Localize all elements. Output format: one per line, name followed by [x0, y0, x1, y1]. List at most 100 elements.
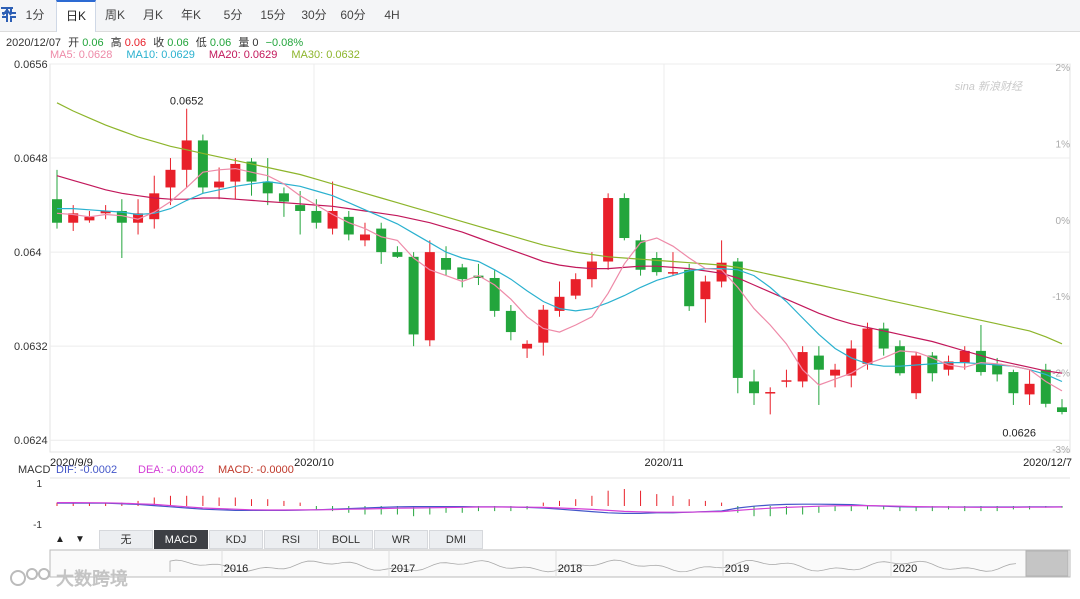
scroll-up-arrow[interactable]: ▲	[55, 534, 65, 545]
candle-body	[278, 193, 289, 202]
candle-body	[1057, 407, 1067, 413]
date-label: 2020/9/9	[50, 457, 93, 469]
ma-legend-item: MA10: 0.0629	[126, 49, 195, 61]
low-label: 低	[195, 37, 207, 49]
tab-7[interactable]: 30分	[301, 8, 327, 22]
candle-body	[992, 363, 1003, 375]
percent-tick-label: -3%	[1052, 445, 1070, 456]
candle-body	[327, 210, 338, 229]
indicator-tab-wr[interactable]: WR	[374, 530, 428, 549]
price-tick-label: 0.064	[14, 247, 42, 259]
tab-0[interactable]: 1分	[25, 8, 45, 22]
candle-body	[813, 355, 824, 370]
tab-6[interactable]: 15分	[260, 8, 286, 22]
percent-tick-label: 1%	[1056, 139, 1071, 150]
tab-4[interactable]: 年K	[180, 8, 201, 22]
candle-body	[489, 277, 500, 311]
candle-body	[830, 369, 841, 376]
high-value: 0.06	[124, 37, 147, 49]
price-tick-label: 0.0648	[14, 153, 48, 165]
price-tick-label: 0.0632	[14, 341, 48, 353]
high-label: 高	[110, 37, 122, 49]
quote-line: 2020/12/07 开 0.06 高 0.06 收 0.06 低 0.06 量…	[6, 34, 303, 50]
candle-body	[441, 258, 452, 270]
tab-8[interactable]: 60分	[340, 8, 366, 22]
candle-body	[554, 296, 565, 311]
candle-body	[911, 355, 922, 394]
candle-body	[927, 355, 938, 374]
candle-body	[765, 392, 776, 394]
percent-tick-label: -1%	[1052, 292, 1070, 303]
tab-9[interactable]: 4H	[384, 8, 400, 22]
candle-body	[862, 328, 873, 364]
indicator-tab-无[interactable]: 无	[99, 530, 153, 549]
navigator-year-label: 2018	[558, 563, 582, 575]
candle-body	[68, 213, 79, 223]
candle-body	[522, 343, 533, 349]
dashujingjing-logo: 大数跨境	[10, 568, 128, 589]
candle-body	[133, 213, 144, 223]
dea-line	[57, 502, 1063, 513]
indicator-tab-rsi[interactable]: RSI	[264, 530, 318, 549]
candle-body	[505, 310, 516, 333]
sina-watermark: sina 新浪财经	[955, 80, 1023, 93]
open-value: 0.06	[82, 37, 104, 49]
candle-body	[84, 216, 95, 221]
macd-axis-label: -1	[33, 520, 42, 531]
low-value: 0.06	[209, 37, 232, 49]
change-value: −0.08%	[265, 37, 304, 49]
candle-body	[586, 261, 597, 280]
volume-value: 0	[252, 37, 259, 49]
pin-icon[interactable]	[0, 7, 14, 23]
candle-body	[295, 205, 306, 211]
tab-3[interactable]: 月K	[142, 8, 163, 22]
macd-legend-item: MACD	[18, 464, 50, 476]
tab-2[interactable]: 周K	[104, 8, 125, 22]
quote-date: 2020/12/07	[6, 37, 62, 49]
scroll-down-arrow[interactable]: ▼	[75, 534, 85, 545]
candle-body	[538, 309, 549, 343]
indicator-tab-macd[interactable]: MACD	[154, 530, 208, 549]
indicator-tab-kdj[interactable]: KDJ	[209, 530, 263, 549]
candle-body	[376, 228, 387, 253]
candle-body	[797, 352, 808, 382]
tab-1[interactable]: 日K	[56, 0, 96, 32]
macd-legend-item: DEA: -0.0002	[138, 464, 204, 476]
close-value: 0.06	[167, 37, 189, 49]
navigator-year-label: 2020	[893, 563, 917, 575]
candle-body	[149, 193, 160, 220]
macd-axis-label: 1	[36, 479, 42, 490]
ma10-line	[57, 180, 1063, 383]
macd-legend-item: DIF: -0.0002	[56, 464, 117, 476]
navigator-window-handle[interactable]	[1025, 550, 1069, 577]
candle-body	[749, 381, 760, 394]
candle-body	[343, 216, 354, 235]
candle-body	[894, 346, 905, 374]
candle-body	[408, 256, 419, 335]
plot-frame	[49, 63, 1071, 453]
price-tick-label: 0.0624	[14, 435, 48, 447]
candle-body	[635, 240, 646, 270]
ma20-line	[56, 175, 1063, 374]
macd-legend-item: MACD: -0.0000	[218, 464, 294, 476]
candle-body	[246, 161, 257, 182]
tab-5[interactable]: 5分	[223, 8, 243, 22]
candle-body	[181, 140, 192, 170]
navigator-year-label: 2016	[224, 563, 248, 575]
percent-tick-label: -2%	[1052, 369, 1070, 380]
candle-body	[570, 279, 581, 296]
candle-body	[457, 267, 468, 280]
candle-body	[262, 181, 273, 194]
candle-body	[651, 258, 662, 273]
candle-body	[1040, 369, 1051, 404]
ma-legend: MA5: 0.0628 MA10: 0.0629 MA20: 0.0629 MA30:…	[50, 49, 374, 61]
candle-body	[878, 328, 889, 349]
volume-label: 量	[238, 37, 250, 49]
indicator-tab-boll[interactable]: BOLL	[319, 530, 373, 549]
candle-body	[1008, 372, 1019, 394]
indicator-tab-dmi[interactable]: DMI	[429, 530, 483, 549]
date-label: 2020/11	[645, 457, 684, 469]
candle-body	[716, 262, 727, 282]
candle-body	[603, 198, 614, 262]
